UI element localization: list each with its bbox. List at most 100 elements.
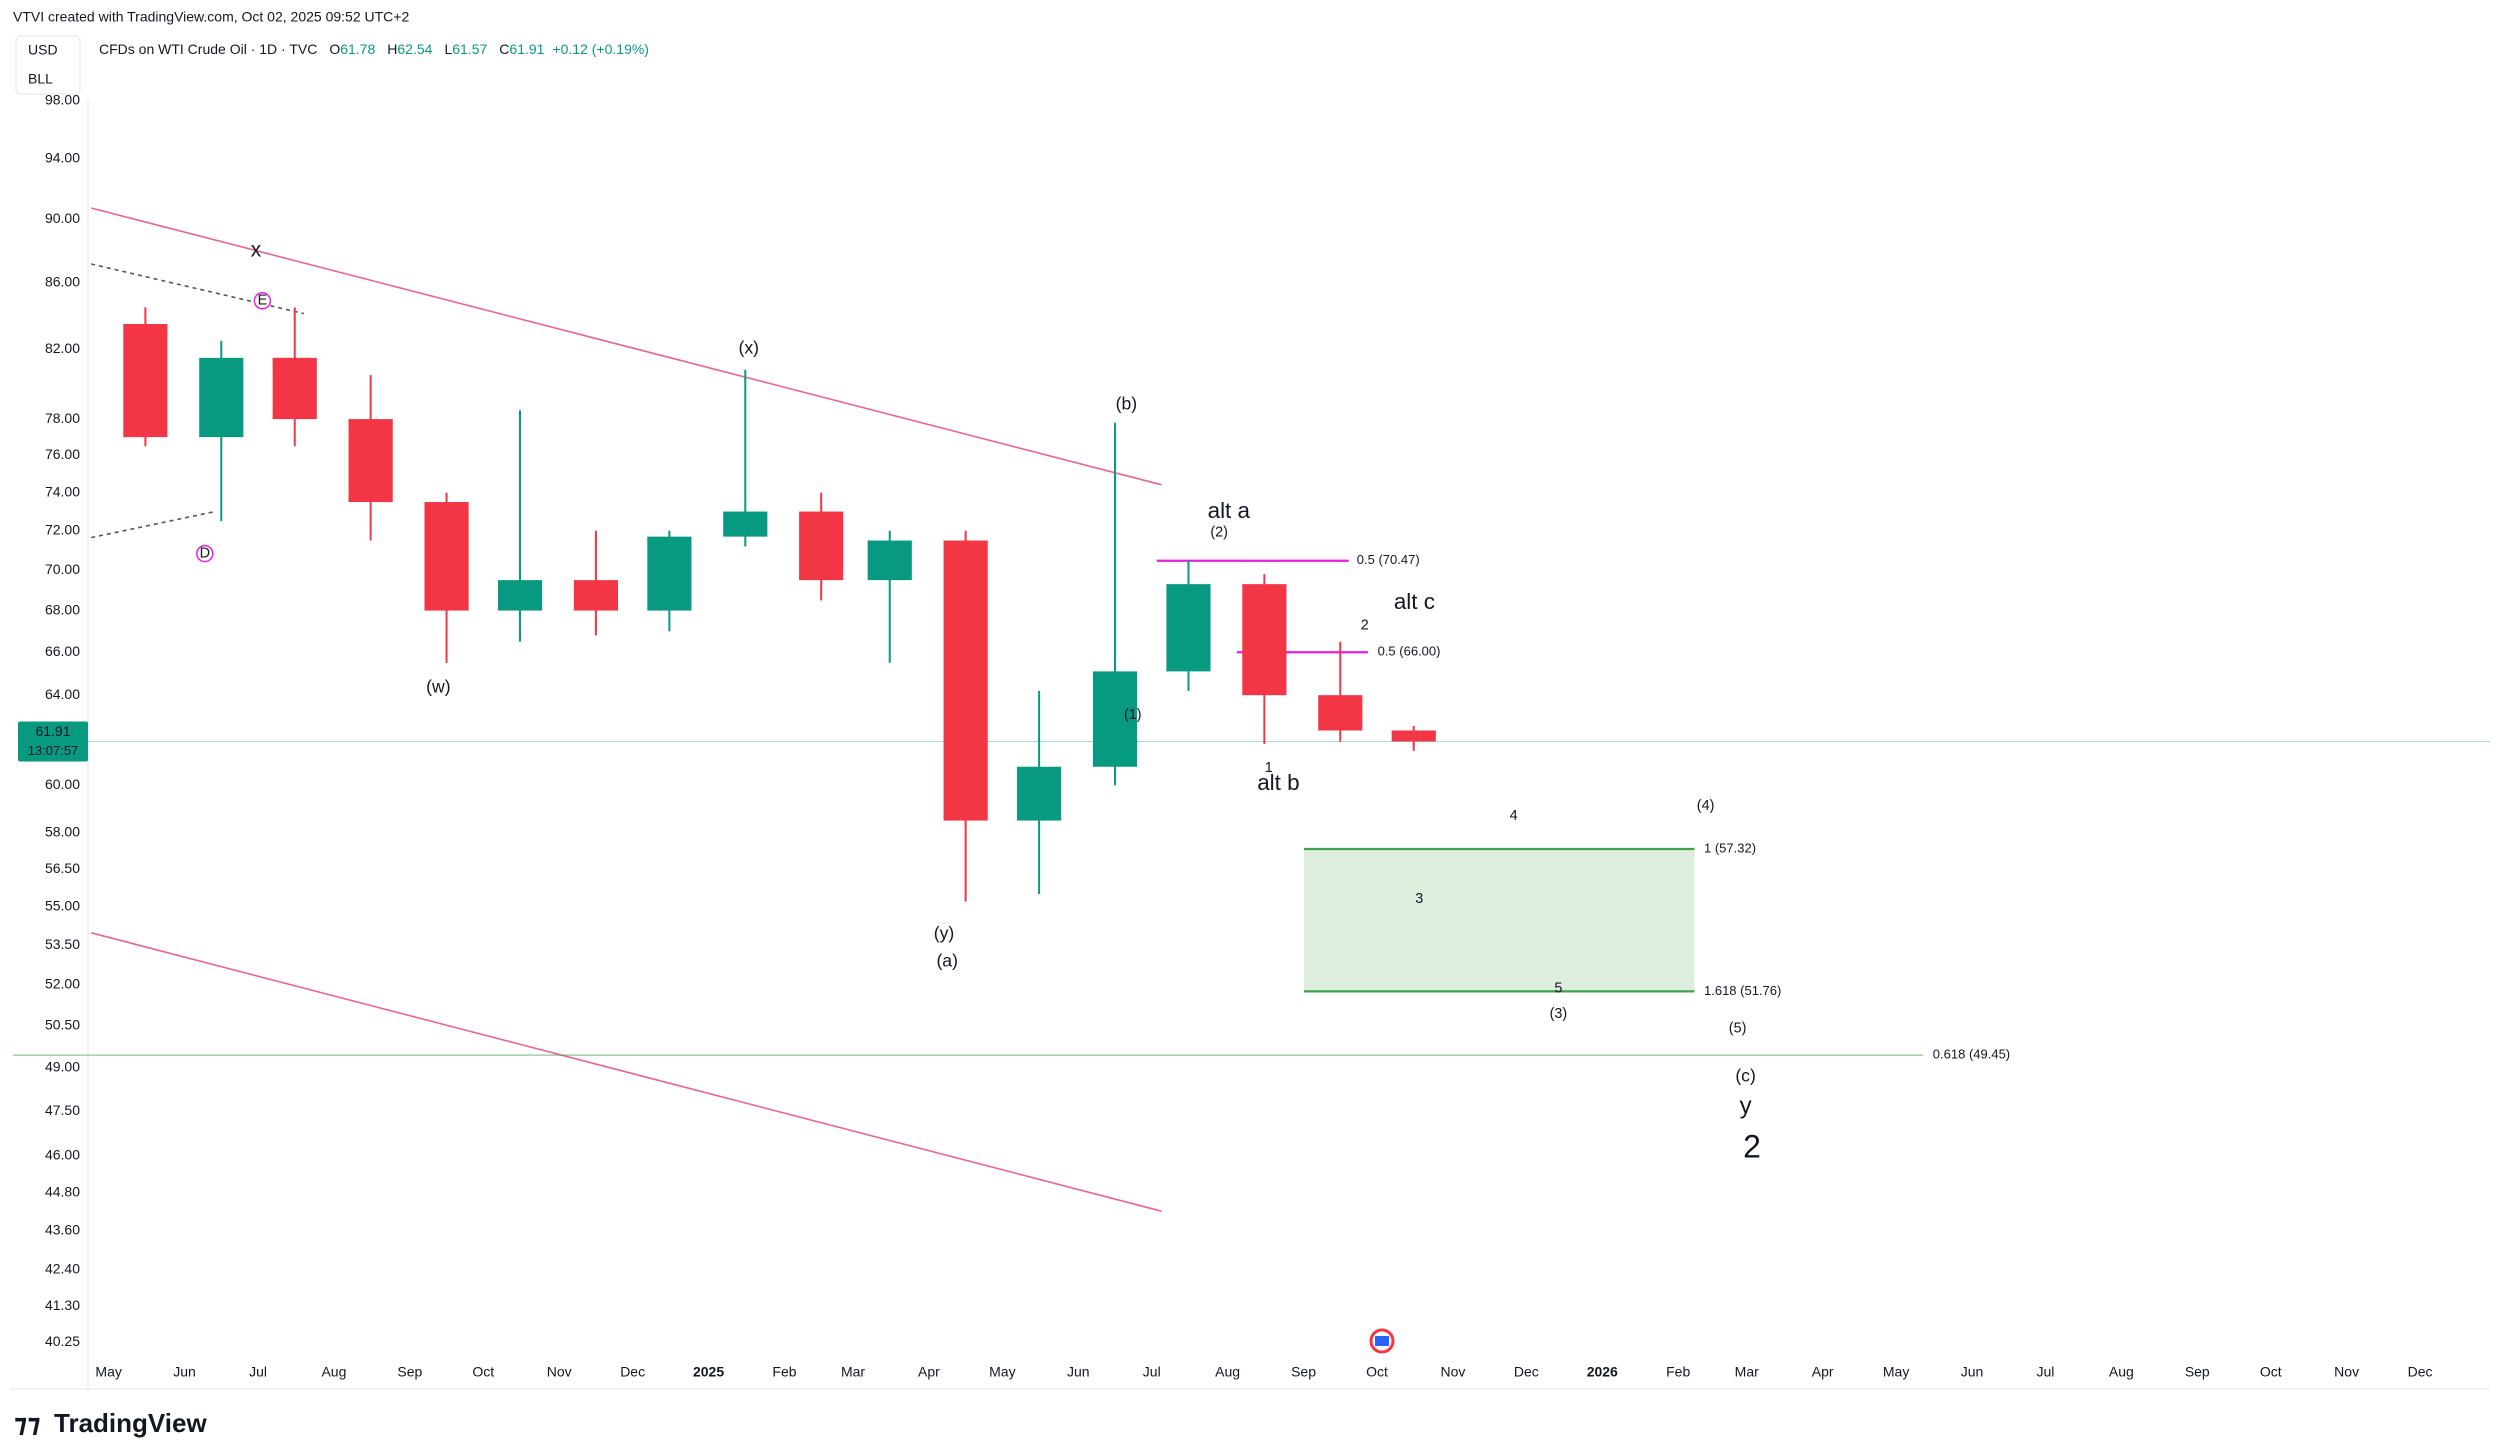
y-tick-label: 74.00	[45, 483, 80, 499]
change: +0.12 (+0.19%)	[552, 41, 649, 57]
x-tick-label: Oct	[1366, 1364, 1388, 1380]
wave-label: alt a	[1208, 498, 1251, 523]
wave-label: (a)	[936, 950, 958, 970]
candle-body	[723, 511, 768, 537]
x-tick-label: Sep	[1291, 1364, 1316, 1380]
x-tick-label: 2025	[693, 1364, 724, 1380]
x-tick-label: Dec	[620, 1364, 645, 1380]
ohlc-value: 61.91	[509, 41, 544, 57]
x-tick-label: Feb	[772, 1364, 796, 1380]
brand: TradingView	[54, 1408, 207, 1438]
wave-label: (x)	[739, 337, 760, 357]
candle-body	[348, 419, 393, 503]
y-tick-label: 44.80	[45, 1184, 80, 1200]
fib-label: 0.618 (49.45)	[1933, 1047, 2010, 1062]
logo: ⁊⁊ TradingView	[14, 1408, 207, 1438]
y-tick-label: 49.00	[45, 1059, 80, 1075]
x-tick-label: Dec	[1514, 1364, 1539, 1380]
y-tick-label: 56.50	[45, 860, 80, 876]
caption: VTVI created with TradingView.com, Oct 0…	[13, 9, 409, 25]
y-tick-label: 90.00	[45, 210, 80, 226]
wave-label: (w)	[426, 677, 450, 697]
candle-body	[272, 357, 317, 420]
candle-body	[199, 357, 244, 438]
y-tick-label: 82.00	[45, 340, 80, 356]
x-tick-label: Nov	[547, 1364, 572, 1380]
x-tick-label: Jul	[249, 1364, 267, 1380]
y-tick-label: 66.00	[45, 643, 80, 659]
x-tick-label: Jul	[1143, 1364, 1161, 1380]
unit-box	[15, 35, 81, 95]
x-tick-label: 2026	[1587, 1364, 1618, 1380]
candle-body	[1391, 730, 1436, 742]
x-tick-label: Aug	[321, 1364, 346, 1380]
y-tick-label: 64.00	[45, 686, 80, 702]
y-tick-label: 43.60	[45, 1222, 80, 1238]
target-zone	[1304, 849, 1695, 992]
wave-label: (c)	[1735, 1065, 1756, 1085]
price-tag	[18, 721, 88, 762]
candle-body	[573, 580, 618, 611]
candle-body	[1017, 766, 1062, 821]
x-tick-label: Feb	[1666, 1364, 1690, 1380]
wave-label: E	[258, 293, 268, 309]
fib-label: 0.5 (70.47)	[1357, 552, 1420, 567]
y-tick-label: 41.30	[45, 1297, 80, 1313]
x-tick-label: Sep	[2185, 1364, 2210, 1380]
candle-body	[1092, 671, 1138, 767]
y-tick-label: 53.50	[45, 936, 80, 952]
channel-line	[90, 207, 1162, 486]
y-tick-label: 46.00	[45, 1147, 80, 1163]
wave-label: (2)	[1210, 525, 1228, 541]
channel-line	[90, 932, 1162, 1212]
fib-label: 0.5 (66.00)	[1378, 644, 1441, 659]
x-tick-label: Dec	[2408, 1364, 2433, 1380]
x-tick-label: May	[95, 1364, 121, 1380]
candle-body	[1318, 695, 1363, 731]
candle-body	[497, 580, 543, 611]
wave-label: (y)	[934, 923, 955, 943]
y-tick-label: 94.00	[45, 149, 80, 165]
ohlc-value: 61.57	[452, 41, 487, 57]
candle-body	[867, 540, 912, 581]
x-tick-label: May	[989, 1364, 1015, 1380]
flag-inner	[1375, 1336, 1389, 1346]
candle-body	[799, 511, 844, 581]
wave-label: 2	[1743, 1128, 1761, 1164]
y-tick-label: 47.50	[45, 1102, 80, 1118]
y-tick-label: 78.00	[45, 410, 80, 426]
wave-label: alt c	[1394, 589, 1435, 614]
y-tick-label: 98.00	[45, 91, 80, 107]
wave-label: 2	[1361, 617, 1369, 633]
y-tick-label: 55.00	[45, 897, 80, 913]
wave-label: 4	[1510, 808, 1518, 824]
ohlc-key: O	[329, 41, 340, 57]
x-tick-label: Nov	[1440, 1364, 1465, 1380]
symbol-line: CFDs on WTI Crude Oil · 1D · TVC O61.78 H6…	[99, 41, 649, 57]
wave-circle	[196, 544, 214, 563]
wave-label: 5	[1554, 981, 1562, 997]
x-tick-label: Apr	[1812, 1364, 1834, 1380]
candle-body	[1242, 584, 1287, 696]
candle-body	[123, 324, 168, 438]
wave-label: (b)	[1116, 393, 1138, 413]
x-tick-label: Sep	[397, 1364, 422, 1380]
candle-body	[424, 502, 469, 611]
y-tick-label: 72.00	[45, 522, 80, 538]
x-tick-label: Jun	[173, 1364, 196, 1380]
wave-label: D	[200, 545, 210, 561]
ohlc-key: H	[387, 41, 397, 57]
y-tick-label: 40.25	[45, 1333, 80, 1349]
candle-body	[647, 536, 692, 611]
x-tick-label: Aug	[2109, 1364, 2134, 1380]
x-tick-label: Jul	[2037, 1364, 2055, 1380]
wave-circle	[253, 292, 272, 310]
x-tick-label: Aug	[1215, 1364, 1240, 1380]
y-tick-label: 68.00	[45, 601, 80, 617]
wave-label: (3)	[1550, 1006, 1568, 1022]
x-tick-label: May	[1883, 1364, 1909, 1380]
y-tick-label: 42.40	[45, 1260, 80, 1276]
x-tick-label: Nov	[2334, 1364, 2359, 1380]
